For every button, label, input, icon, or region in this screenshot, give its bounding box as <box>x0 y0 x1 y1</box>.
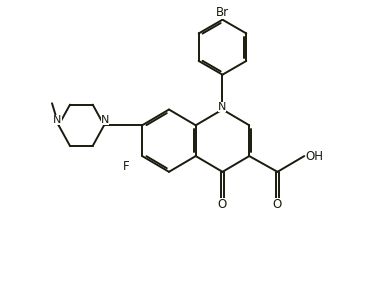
Text: F: F <box>123 160 129 173</box>
Text: N: N <box>218 102 226 112</box>
Text: N: N <box>53 115 62 125</box>
Text: O: O <box>218 198 227 211</box>
Text: N: N <box>101 115 109 125</box>
Text: O: O <box>273 198 282 211</box>
Text: Br: Br <box>216 6 229 19</box>
Text: OH: OH <box>305 149 323 163</box>
